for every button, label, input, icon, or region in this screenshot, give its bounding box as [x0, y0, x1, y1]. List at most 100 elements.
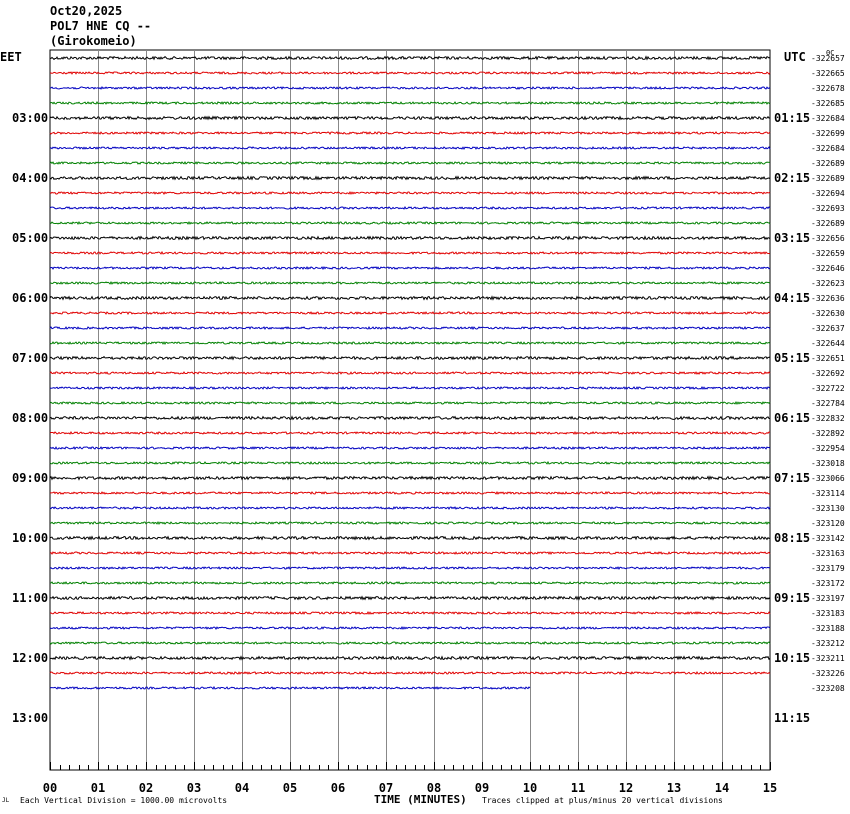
trace-row [49, 145, 771, 151]
trace-row [49, 235, 771, 241]
trace-row [49, 295, 771, 301]
left-hour-label: 04:00 [12, 171, 48, 185]
right-hour-label: 11:15 [774, 711, 810, 725]
row-offset-label: -322694 [811, 189, 845, 198]
x-axis: 00 01 02 03 04 05 06 07 08 09 10 11 12 13 14 15 [43, 762, 777, 795]
right-hour-label: 04:15 [774, 291, 810, 305]
grid-lines [49, 49, 771, 771]
trace-row [50, 71, 771, 75]
row-offset-label: -322636 [811, 294, 845, 303]
trace-row [49, 671, 771, 675]
trace-row [49, 205, 771, 210]
row-offset-label: -323018 [811, 459, 845, 468]
right-hour-label: 07:15 [774, 471, 810, 485]
row-offset-label: -323179 [811, 564, 845, 573]
trace-row [49, 550, 771, 556]
row-offset-label: -322659 [811, 249, 845, 258]
row-offset-label: -322665 [811, 69, 845, 78]
left-hour-label: 10:00 [12, 531, 48, 545]
x-tick-label: 02 [139, 781, 153, 795]
trace-row [49, 220, 771, 226]
right-hour-label: 02:15 [774, 171, 810, 185]
trace-row [49, 355, 771, 361]
left-hour-label: 12:00 [12, 651, 48, 665]
trace-row [49, 386, 771, 390]
left-hour-label: 05:00 [12, 231, 48, 245]
row-offset-label: -323226 [811, 669, 845, 678]
row-offset-label: -322685 [811, 99, 845, 108]
left-timezone-label: EET [0, 50, 22, 64]
row-offset-label: -322692 [811, 369, 845, 378]
row-offset-label: -323211 [811, 654, 845, 663]
x-tick-label: 15 [763, 781, 777, 795]
x-tick-label: 10 [523, 781, 537, 795]
row-offset-label: -323130 [811, 504, 845, 513]
corner-mark: JL [2, 797, 10, 804]
left-hour-label: 07:00 [12, 351, 48, 365]
row-offset-label: -323163 [811, 549, 845, 558]
trace-row [49, 506, 771, 510]
row-offset-label: -322832 [811, 414, 845, 423]
header-location: (Girokomeio) [50, 34, 137, 48]
row-offset-label: -322657 [811, 54, 845, 63]
row-offset-label: -322693 [811, 204, 845, 213]
trace-row [49, 341, 771, 346]
row-offset-label: -323172 [811, 579, 845, 588]
row-offset-label: -322689 [811, 159, 845, 168]
left-hour-label: 09:00 [12, 471, 48, 485]
left-hour-label: 06:00 [12, 291, 48, 305]
x-tick-label: 01 [91, 781, 105, 795]
trace-row [49, 190, 771, 195]
x-tick-label: 03 [187, 781, 201, 795]
x-tick-label: 06 [331, 781, 345, 795]
trace-row [49, 566, 771, 570]
row-offset-label: -322656 [811, 234, 845, 243]
trace-row [49, 460, 771, 465]
row-offset-label: -322954 [811, 444, 845, 453]
row-offset-label: -322651 [811, 354, 845, 363]
trace-row [49, 175, 771, 181]
row-offset-label: -322784 [811, 399, 845, 408]
left-hour-label: 13:00 [12, 711, 48, 725]
left-hour-label: 08:00 [12, 411, 48, 425]
row-offset-label: -322699 [811, 129, 845, 138]
right-timezone-label: UTC [784, 50, 806, 64]
trace-row [49, 250, 771, 255]
x-axis-title: TIME (MINUTES) [374, 793, 467, 806]
trace-row [49, 535, 771, 541]
trace-row [49, 475, 771, 481]
row-offset-label: -323120 [811, 519, 845, 528]
x-tick-label: 04 [235, 781, 249, 795]
row-offset-label: -323212 [811, 639, 845, 648]
row-offset-label: -323183 [811, 609, 845, 618]
left-hour-label: 11:00 [12, 591, 48, 605]
trace-row [49, 491, 771, 495]
x-tick-label: 12 [619, 781, 633, 795]
trace-row [49, 86, 771, 90]
trace-row [49, 115, 771, 121]
row-offset-labels: -322657 -322665 -322678 -322685 -322684 -3226… [811, 54, 845, 693]
left-hour-labels: 03:00 04:00 05:00 06:00 07:00 08:00 09:00 10:00… [12, 111, 48, 725]
plot-frame [49, 49, 771, 771]
row-offset-label: -322630 [811, 309, 845, 318]
trace-row [49, 655, 771, 661]
right-hour-label: 03:15 [774, 231, 810, 245]
x-tick-label: 05 [283, 781, 297, 795]
x-tick-label: 14 [715, 781, 729, 795]
trace-row [49, 415, 771, 421]
trace-row [49, 325, 771, 331]
row-offset-label: -323188 [811, 624, 845, 633]
row-offset-label: -322678 [811, 84, 845, 93]
row-offset-label: -322684 [811, 144, 845, 153]
trace-row [49, 131, 771, 135]
row-offset-label: -322644 [811, 339, 845, 348]
row-offset-label: -323142 [811, 534, 845, 543]
trace-row [49, 371, 771, 375]
right-hour-label: 08:15 [774, 531, 810, 545]
x-tick-label: 00 [43, 781, 57, 795]
clip-note: Traces clipped at plus/minus 20 vertical… [482, 796, 723, 805]
trace-row [49, 611, 771, 615]
x-tick-label: 07 [379, 781, 393, 795]
row-offset-label: -322637 [811, 324, 845, 333]
